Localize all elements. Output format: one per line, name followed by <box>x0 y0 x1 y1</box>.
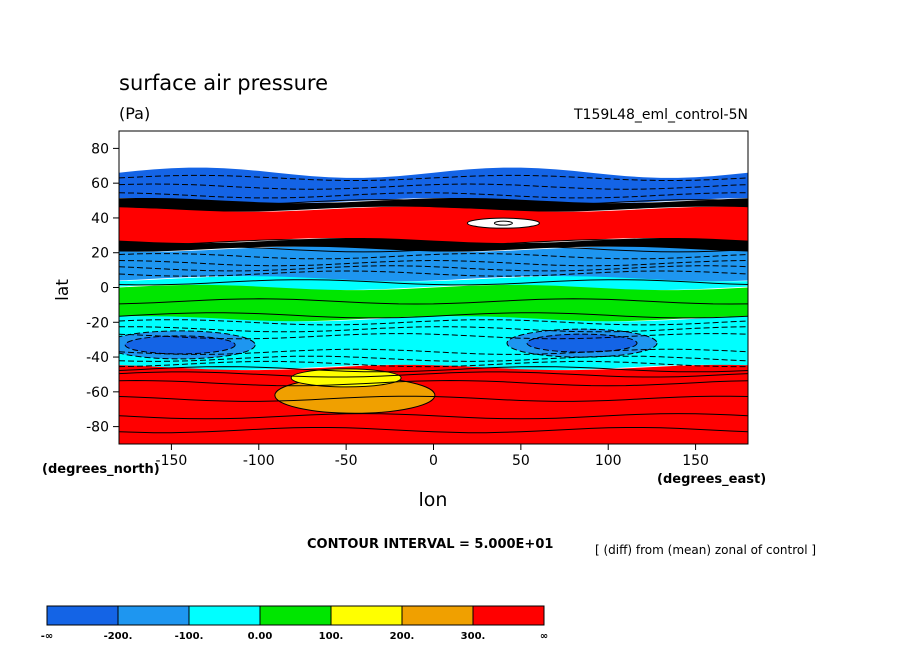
contour-features <box>119 217 658 414</box>
contour-band <box>119 364 748 444</box>
x-axis: -150 -100 -50 0 50 100 150 <box>156 444 709 469</box>
x-tick-label: 150 <box>682 453 709 469</box>
contour-line <box>119 360 748 368</box>
colorbar-label: -200. <box>104 631 133 642</box>
y-tick-label: -20 <box>86 315 109 331</box>
contour-line <box>119 183 748 190</box>
contour-line <box>119 366 748 373</box>
y-tick-label: -80 <box>86 420 109 436</box>
colorbar-label: 0.00 <box>248 631 273 642</box>
diff-note: [ (diff) from (mean) zonal of control ] <box>595 543 816 557</box>
y-tick-label: 40 <box>91 211 109 227</box>
contour-band <box>119 284 748 322</box>
contour-line <box>119 192 748 199</box>
contour-line <box>119 348 748 355</box>
contour-yellow-tongue <box>290 368 402 388</box>
y-unit-label: (degrees_north) <box>42 462 160 477</box>
y-tick-label: 0 <box>100 281 109 297</box>
contour-line <box>119 326 748 333</box>
contour-line <box>119 279 748 286</box>
colorbar-label: -∞ <box>41 631 53 642</box>
y-tick-label: 80 <box>91 141 109 157</box>
contour-line <box>119 265 748 272</box>
contour-white-lens <box>466 217 540 229</box>
contour-line <box>119 199 748 206</box>
contour-line <box>119 174 748 181</box>
contour-line <box>119 312 748 319</box>
contour-line <box>119 298 748 305</box>
contour-line <box>119 253 748 260</box>
colorbar-swatch <box>46 605 119 626</box>
x-unit-label: (degrees_east) <box>657 472 766 487</box>
contour-line <box>119 239 748 246</box>
y-tick-label: -40 <box>86 350 109 366</box>
y-tick-label: 20 <box>91 246 109 262</box>
contour-line <box>119 371 748 378</box>
x-tick-label: -100 <box>243 453 275 469</box>
contour-line <box>119 202 748 209</box>
x-tick-label: 0 <box>429 453 438 469</box>
contour-line <box>119 319 748 326</box>
contour-interval-text: CONTOUR INTERVAL = 5.000E+01 <box>307 537 553 552</box>
contour-line <box>119 259 748 267</box>
colorbar-swatch <box>401 605 474 626</box>
colorbar-swatch <box>472 605 545 626</box>
x-tick-label: 100 <box>595 453 622 469</box>
colorbar-label: 100. <box>319 631 344 642</box>
colorbar-swatch <box>259 605 332 626</box>
units-label: (Pa) <box>119 104 150 123</box>
y-axis: 80 60 40 20 0 -20 -40 -60 -80 <box>86 141 119 436</box>
contour-line <box>119 395 748 402</box>
colorbar-swatch <box>117 605 190 626</box>
contour-line <box>119 427 748 434</box>
contour-lines <box>119 174 748 434</box>
colorbar-swatch <box>330 605 403 626</box>
plot-area <box>119 131 748 444</box>
contour-line <box>119 355 748 362</box>
x-tick-label: 50 <box>512 453 530 469</box>
y-tick-label: 60 <box>91 176 109 192</box>
contour-dark-blue-lens <box>526 333 638 353</box>
contour-line <box>119 246 748 253</box>
colorbar-label: 300. <box>461 631 486 642</box>
x-tick-label: -50 <box>335 453 358 469</box>
colorbar-label: -100. <box>175 631 204 642</box>
x-axis-label: lon <box>419 489 448 511</box>
chart-title: surface air pressure <box>119 71 328 95</box>
contour-inner-ring <box>493 220 513 226</box>
colorbar-swatch <box>188 605 261 626</box>
contour-line <box>119 242 748 249</box>
experiment-label: T159L48_eml_control-5N <box>573 107 748 123</box>
contour-band <box>119 198 748 212</box>
y-axis-label: lat <box>53 279 73 301</box>
colorbar: -∞ -200. -100. 0.00 100. 200. 300. ∞ <box>41 605 548 642</box>
contour-line <box>119 379 748 387</box>
contour-bands <box>119 167 748 444</box>
contour-line <box>119 413 748 420</box>
contour-band <box>119 206 748 244</box>
x-tick-label: -150 <box>156 453 188 469</box>
contour-line <box>119 270 748 277</box>
colorbar-label: 200. <box>390 631 415 642</box>
y-tick-label: -60 <box>86 385 109 401</box>
colorbar-label: ∞ <box>540 631 548 642</box>
contour-band <box>119 167 748 204</box>
contour-dark-blue-lens <box>124 335 236 355</box>
contour-line <box>119 333 748 340</box>
